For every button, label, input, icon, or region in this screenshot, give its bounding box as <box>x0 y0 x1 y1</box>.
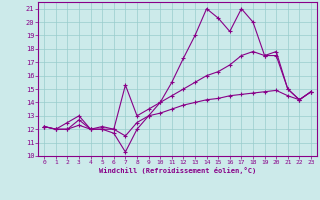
X-axis label: Windchill (Refroidissement éolien,°C): Windchill (Refroidissement éolien,°C) <box>99 167 256 174</box>
